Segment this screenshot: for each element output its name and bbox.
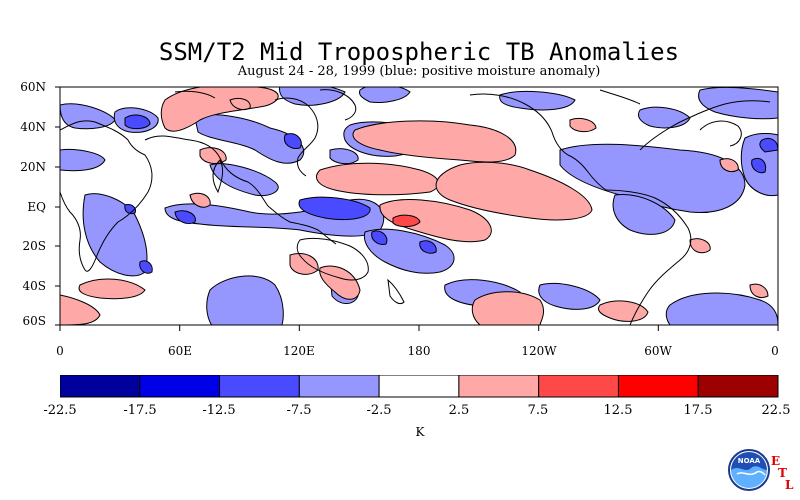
lon-label-60e: 60E [167, 344, 193, 358]
lat-label-60s: 60S [22, 314, 47, 328]
colorbar-swatch [458, 375, 540, 398]
colorbar-swatch [617, 375, 699, 398]
etl-letter-e: E [771, 454, 781, 468]
colorbar-tick: -22.5 [43, 403, 77, 418]
colorbar [60, 375, 779, 398]
colorbar-tick: 17.5 [683, 403, 713, 418]
lon-tick-marks [59, 325, 779, 331]
colorbar-tick: -17.5 [123, 403, 157, 418]
noaa-logo-icon: NOAA [728, 449, 770, 491]
anomaly-map [55, 86, 779, 331]
colorbar-tick: -7.5 [286, 403, 312, 418]
colorbar-tick: -12.5 [202, 403, 236, 418]
colorbar-tick: 22.5 [761, 403, 791, 418]
etl-letter-t: T [778, 466, 787, 480]
colorbar-tick: -2.5 [366, 403, 392, 418]
colorbar-swatch [60, 375, 141, 398]
coastlines [60, 89, 771, 325]
lat-label-20s: 20S [22, 239, 47, 253]
blue-anomaly-regions [60, 87, 778, 325]
colorbar-tick: 2.5 [448, 403, 470, 418]
colorbar-swatch [378, 375, 460, 398]
lat-label-40s: 40S [22, 279, 47, 293]
deep-blue-cores [124, 114, 778, 274]
colorbar-units: K [415, 425, 425, 439]
colorbar-tick: 7.5 [527, 403, 549, 418]
etl-letter-l: L [785, 478, 794, 492]
red-anomaly-core [392, 214, 421, 228]
colorbar-tick: 12.5 [603, 403, 633, 418]
svg-text:NOAA: NOAA [738, 457, 761, 465]
lat-label-60n: 60N [20, 80, 46, 94]
colorbar-swatch [139, 375, 221, 398]
lon-label-0-end: 0 [771, 344, 779, 358]
colorbar-swatch [219, 375, 300, 398]
lat-label-40n: 40N [20, 120, 46, 134]
lat-label-eq: EQ [27, 200, 46, 214]
lat-tick-marks [55, 86, 60, 326]
lon-label-0: 0 [56, 344, 64, 358]
colorbar-swatch [298, 375, 380, 398]
lon-label-120w: 120W [521, 344, 557, 358]
colorbar-swatch [697, 375, 779, 398]
lon-label-120e: 120E [283, 344, 315, 358]
lon-label-180: 180 [407, 344, 431, 358]
map-subtitle: August 24 - 28, 1999 (blue: positive moi… [237, 64, 601, 79]
map-title: SSM/T2 Mid Tropospheric TB Anomalies [158, 38, 680, 66]
colorbar-swatch [538, 375, 619, 398]
lon-label-60w: 60W [644, 344, 672, 358]
lat-label-20n: 20N [20, 160, 46, 174]
